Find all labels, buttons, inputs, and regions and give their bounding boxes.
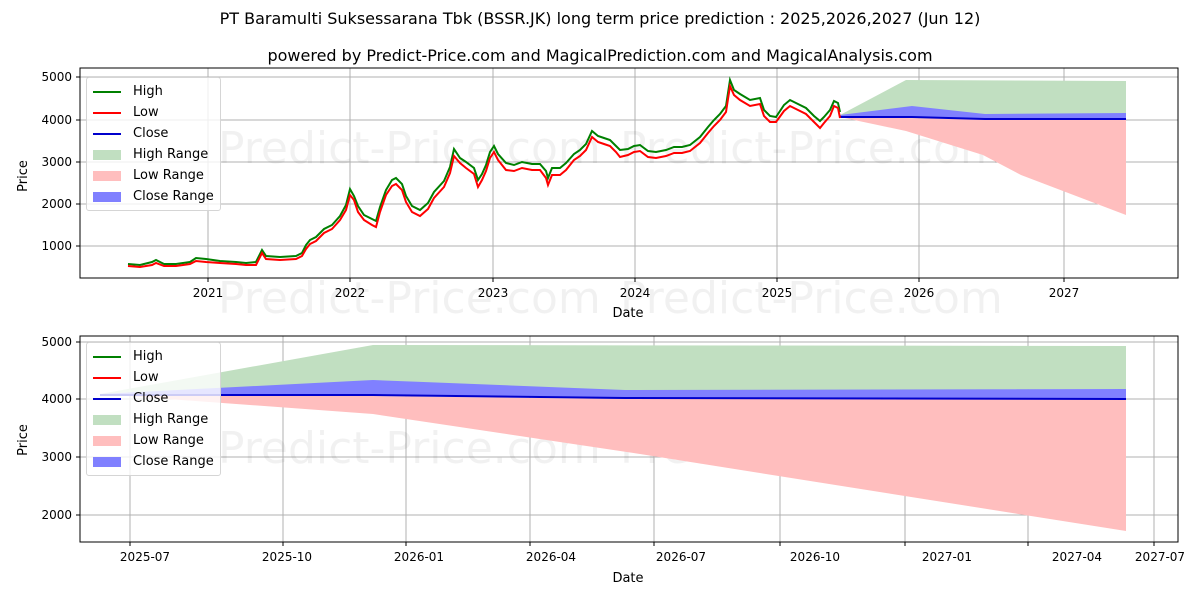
x-tick-label: 2025-07 xyxy=(120,550,170,564)
y-tick-label: 2000 xyxy=(41,508,72,522)
high-line xyxy=(127,76,841,267)
top-axes-frame xyxy=(79,67,1179,279)
watermark: Predict-Price.com xyxy=(218,273,601,324)
legend-line-swatch xyxy=(93,355,121,358)
y-tick-label: 4000 xyxy=(41,113,72,127)
x-tick-label: 2026-04 xyxy=(526,550,576,564)
top-y-ticks xyxy=(76,76,80,247)
legend-item-high-range: High Range xyxy=(93,409,214,430)
legend-item-high: High xyxy=(93,346,214,367)
close-forecast-line xyxy=(100,394,1127,400)
legend-label: Low Range xyxy=(133,433,204,448)
legend-item-close: Close xyxy=(93,388,214,409)
close-forecast-line xyxy=(840,116,1126,120)
legend-item-close: Close xyxy=(93,123,214,144)
legend-patch-swatch xyxy=(93,414,121,425)
legend-patch-swatch xyxy=(93,456,121,467)
legend-label: Low xyxy=(133,105,159,120)
bottom-y-ticks xyxy=(76,341,80,516)
y-tick-label: 4000 xyxy=(41,392,72,406)
y-tick-label: 3000 xyxy=(41,155,72,169)
x-tick-label: 2027 xyxy=(1049,286,1080,300)
legend-line-swatch xyxy=(93,397,121,400)
x-axis-label: Date xyxy=(612,306,643,321)
top-chart: Predict-Price.com Predict-Price.com 5000… xyxy=(16,67,1179,324)
legend-item-close-range: Close Range xyxy=(93,451,214,472)
y-axis-label: Price xyxy=(16,424,31,456)
y-axis-label: Price xyxy=(16,160,31,192)
x-tick-label: 2024 xyxy=(620,286,651,300)
y-tick-label: 5000 xyxy=(41,70,72,84)
legend-line-swatch xyxy=(93,111,121,114)
x-tick-label: 2021 xyxy=(193,286,224,300)
watermark: Predict-Price.com xyxy=(620,273,1003,324)
legend-item-low: Low xyxy=(93,367,214,388)
low-range-band xyxy=(100,394,1126,531)
top-x-ticks xyxy=(207,278,1065,282)
x-axis-label: Date xyxy=(612,571,643,586)
legend-label: High xyxy=(133,349,163,364)
low-line xyxy=(127,82,841,269)
legend-patch-swatch xyxy=(93,191,121,202)
y-tick-label: 3000 xyxy=(41,450,72,464)
legend-item-low-range: Low Range xyxy=(93,165,214,186)
legend-item-close-range: Close Range xyxy=(93,186,214,207)
legend-patch-swatch xyxy=(93,149,121,160)
x-tick-label: 2027-01 xyxy=(922,550,972,564)
y-tick-label: 5000 xyxy=(41,335,72,349)
legend-label: High Range xyxy=(133,147,209,162)
watermark: Predict-Price.com xyxy=(218,123,601,174)
legend-patch-swatch xyxy=(93,170,121,181)
legend-item-high: High xyxy=(93,81,214,102)
y-tick-label: 1000 xyxy=(41,239,72,253)
legend-line-swatch xyxy=(93,376,121,379)
x-tick-label: 2022 xyxy=(335,286,366,300)
x-tick-label: 2026-01 xyxy=(394,550,444,564)
x-tick-label: 2026 xyxy=(904,286,935,300)
chart-title: PT Baramulti Suksessarana Tbk (BSSR.JK) … xyxy=(219,9,981,28)
legend-item-low: Low xyxy=(93,102,214,123)
x-tick-label: 2026-10 xyxy=(790,550,840,564)
legend-line-swatch xyxy=(93,132,121,135)
x-tick-label: 2025 xyxy=(762,286,793,300)
x-tick-label: 2023 xyxy=(478,286,509,300)
legend-patch-swatch xyxy=(93,435,121,446)
x-tick-label: 2027-07 xyxy=(1135,550,1185,564)
y-tick-label: 2000 xyxy=(41,197,72,211)
legend-item-low-range: Low Range xyxy=(93,430,214,451)
legend-line-swatch xyxy=(93,90,121,93)
top-gridlines xyxy=(80,68,1178,278)
low-range-band xyxy=(840,117,1126,215)
bottom-chart: Predict-Price.com Predict-Price.com 5000… xyxy=(16,335,1185,586)
legend-label: Close xyxy=(133,126,169,141)
top-legend: High Low Close High Range Low Range Clos… xyxy=(86,77,221,211)
legend-label: Close xyxy=(133,391,169,406)
legend-label: Close Range xyxy=(133,454,214,469)
chart-subtitle: powered by Predict-Price.com and Magical… xyxy=(267,46,933,65)
legend-label: Close Range xyxy=(133,189,214,204)
x-tick-label: 2027-04 xyxy=(1052,550,1102,564)
legend-label: Low xyxy=(133,370,159,385)
legend-label: Low Range xyxy=(133,168,204,183)
bottom-legend: High Low Close High Range Low Range Clos… xyxy=(86,342,221,476)
legend-item-high-range: High Range xyxy=(93,144,214,165)
x-tick-label: 2025-10 xyxy=(262,550,312,564)
x-tick-label: 2026-07 xyxy=(656,550,706,564)
bottom-x-ticks xyxy=(129,542,1155,546)
legend-label: High Range xyxy=(133,412,209,427)
legend-label: High xyxy=(133,84,163,99)
bottom-axes-frame xyxy=(79,335,1179,543)
